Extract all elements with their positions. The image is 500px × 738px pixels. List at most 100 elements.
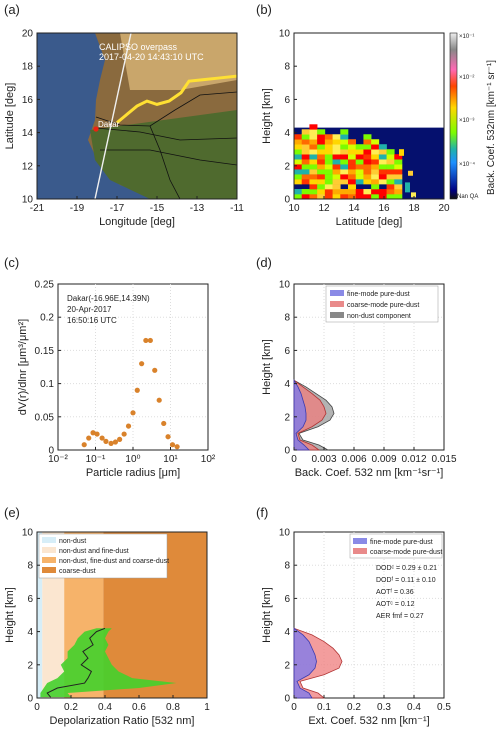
heatmap-cell (378, 179, 387, 185)
legend-f-swatch-fine (353, 538, 367, 544)
heatmap-cell (309, 159, 318, 165)
heatmap-cell (363, 164, 372, 170)
x-tick-label: 0.012 (401, 454, 426, 465)
plot-e-frame (36, 531, 208, 699)
x-tick-label: 10⁻² (48, 454, 68, 465)
colorbar-tick-4: ×10⁻⁴ (459, 161, 475, 168)
heatmap-cell (340, 179, 349, 185)
heatmap-cell (317, 134, 326, 140)
heatmap-cell (394, 164, 403, 170)
heatmap-cell (324, 154, 333, 160)
heatmap-cell (348, 159, 357, 165)
legend-d-swatch-coarse (330, 301, 344, 307)
legend-e-swatch-1 (42, 537, 56, 543)
heatmap-cell (378, 159, 387, 165)
x-tick-label: -11 (230, 203, 244, 214)
size-point (165, 434, 171, 440)
heatmap-cell (294, 174, 303, 180)
heatmap-cell (309, 139, 318, 145)
heatmap-cell (394, 179, 403, 185)
heatmap-cell (386, 159, 395, 165)
heatmap-cell (309, 164, 318, 170)
heatmap-cell (301, 154, 310, 160)
x-tick-label: -15 (150, 203, 165, 214)
y-tick-label: 0.1 (40, 379, 54, 390)
y-tick-label: 0.15 (35, 346, 55, 357)
y-axis-label: Height [km] (261, 88, 273, 144)
heatmap-cell (348, 144, 357, 150)
y-tick-label: 6 (27, 594, 33, 605)
x-tick-label: 10 (288, 203, 300, 214)
heatmap-cell (332, 164, 341, 170)
heatmap-cell (386, 169, 395, 175)
heatmap-cell (355, 159, 364, 165)
y-tick-label: 0.25 (35, 280, 55, 291)
heatmap-cell (332, 169, 341, 175)
heatmap-cell (348, 179, 357, 185)
heatmap-cell (371, 184, 380, 190)
heatmap-cell (301, 159, 310, 165)
y-tick-label: 10 (279, 280, 291, 291)
y-axis-label: Height [km] (4, 587, 16, 643)
y-tick-label: 12 (22, 161, 34, 172)
heatmap-cell (340, 149, 349, 155)
heatmap-cell (332, 189, 341, 195)
x-tick-label: 0.2 (64, 702, 78, 713)
colorbar-tick-3: ×10⁻³ (459, 118, 474, 124)
map-area (37, 33, 237, 199)
overpass-label: CALIPSO overpass (99, 42, 178, 52)
heatmap-cell (386, 164, 395, 170)
panel-e-label: (e) (4, 505, 20, 520)
panel-f-label: (f) (256, 505, 268, 520)
stat-aot-c: AOTᶜ = 0.12 (376, 601, 415, 608)
profile-areas-d (293, 378, 335, 451)
heatmap-cell (317, 189, 326, 195)
legend-d-swatch-nondust (330, 312, 344, 318)
heatmap-cell (340, 194, 349, 200)
heatmap-cell (294, 159, 303, 165)
heatmap-cell (324, 134, 333, 140)
heatmap-cell (324, 194, 333, 200)
heatmap-cell (309, 124, 318, 130)
heatmap-cell (309, 194, 318, 200)
heatmap-cell (301, 144, 310, 150)
heatmap-cell (317, 194, 326, 200)
heatmap-cell (355, 189, 364, 195)
heatmap-cell (317, 174, 326, 180)
dakar-site-marker (93, 126, 99, 132)
size-point (139, 361, 145, 367)
y-tick-label: 6 (284, 95, 290, 106)
heatmap-cell (294, 164, 303, 170)
size-point (161, 420, 167, 427)
y-tick-label: 0 (27, 694, 33, 705)
heatmap-cell (324, 169, 333, 175)
heatmap-cell (309, 129, 318, 135)
x-axis-label: Back. Coef. 532 nm [km⁻¹sr⁻¹] (295, 467, 444, 479)
heatmap-cell (340, 129, 349, 135)
heatmap-cell (317, 139, 326, 145)
legend-e-box (38, 533, 168, 579)
size-points (81, 337, 180, 450)
size-point (112, 439, 119, 445)
heatmap-cell (332, 144, 341, 150)
size-point (90, 430, 96, 436)
heatmap-cell (378, 174, 387, 180)
y-tick-label: 0.05 (35, 412, 55, 423)
grid-c (58, 284, 208, 450)
size-point (125, 423, 132, 429)
heatmap-cell (294, 149, 303, 155)
legend-d-box (325, 285, 439, 323)
heatmap-cell (348, 164, 357, 170)
x-tick-label: 0.8 (166, 702, 180, 713)
y-tick-label: 2 (27, 660, 33, 671)
x-tick-label: 10² (201, 454, 216, 465)
size-point (99, 435, 105, 441)
x-tick-label: -13 (190, 203, 205, 214)
panel-e: (e) non-dust non-dust and fine-dust non-… (4, 505, 210, 727)
heatmap-cell (348, 149, 357, 155)
heatmap-cell (378, 154, 387, 160)
heatmap-cell (301, 169, 310, 175)
profile-areas-f (293, 627, 343, 699)
heatmap-cell (371, 144, 380, 150)
heatmap-cell (355, 144, 364, 150)
